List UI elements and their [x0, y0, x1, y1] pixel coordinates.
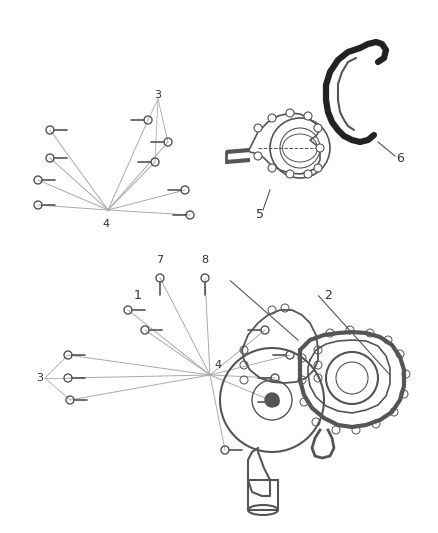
Text: 3: 3 [36, 373, 43, 383]
Text: 2: 2 [325, 289, 332, 302]
Circle shape [314, 164, 322, 172]
Text: 5: 5 [256, 208, 264, 222]
Circle shape [268, 164, 276, 172]
Circle shape [265, 393, 279, 407]
Text: 4: 4 [215, 360, 222, 370]
Circle shape [286, 170, 294, 178]
Text: 6: 6 [396, 151, 404, 165]
Circle shape [316, 144, 324, 152]
Circle shape [314, 124, 322, 132]
Circle shape [268, 114, 276, 122]
Circle shape [304, 170, 312, 178]
Circle shape [286, 109, 294, 117]
Text: 1: 1 [134, 289, 142, 302]
Text: 3: 3 [155, 90, 162, 100]
Circle shape [254, 152, 262, 160]
Text: 8: 8 [201, 255, 208, 265]
Circle shape [304, 112, 312, 120]
Circle shape [254, 124, 262, 132]
Text: 7: 7 [156, 255, 163, 265]
Bar [248, 480, 278, 510]
Text: 4: 4 [102, 219, 110, 229]
